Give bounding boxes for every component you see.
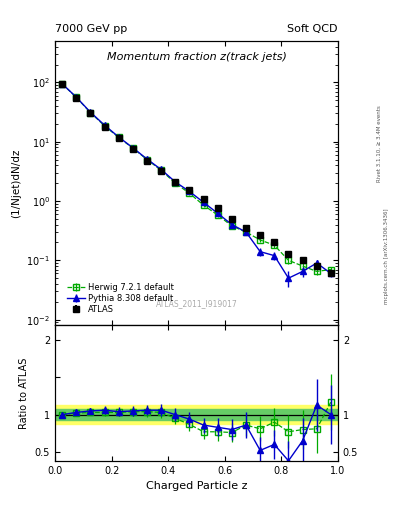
Text: Soft QCD: Soft QCD: [288, 24, 338, 34]
Text: ATLAS_2011_I919017: ATLAS_2011_I919017: [156, 300, 237, 308]
Y-axis label: Ratio to ATLAS: Ratio to ATLAS: [19, 357, 29, 429]
Text: Rivet 3.1.10, ≥ 3.4M events: Rivet 3.1.10, ≥ 3.4M events: [377, 105, 382, 182]
Text: mcplots.cern.ch [arXiv:1306.3436]: mcplots.cern.ch [arXiv:1306.3436]: [384, 208, 389, 304]
Text: Momentum fraction z(track jets): Momentum fraction z(track jets): [107, 52, 286, 62]
X-axis label: Charged Particle z: Charged Particle z: [146, 481, 247, 491]
Text: 7000 GeV pp: 7000 GeV pp: [55, 24, 127, 34]
Legend: Herwig 7.2.1 default, Pythia 8.308 default, ATLAS: Herwig 7.2.1 default, Pythia 8.308 defau…: [65, 281, 176, 315]
Y-axis label: (1/Njet)dN/dz: (1/Njet)dN/dz: [11, 148, 21, 218]
